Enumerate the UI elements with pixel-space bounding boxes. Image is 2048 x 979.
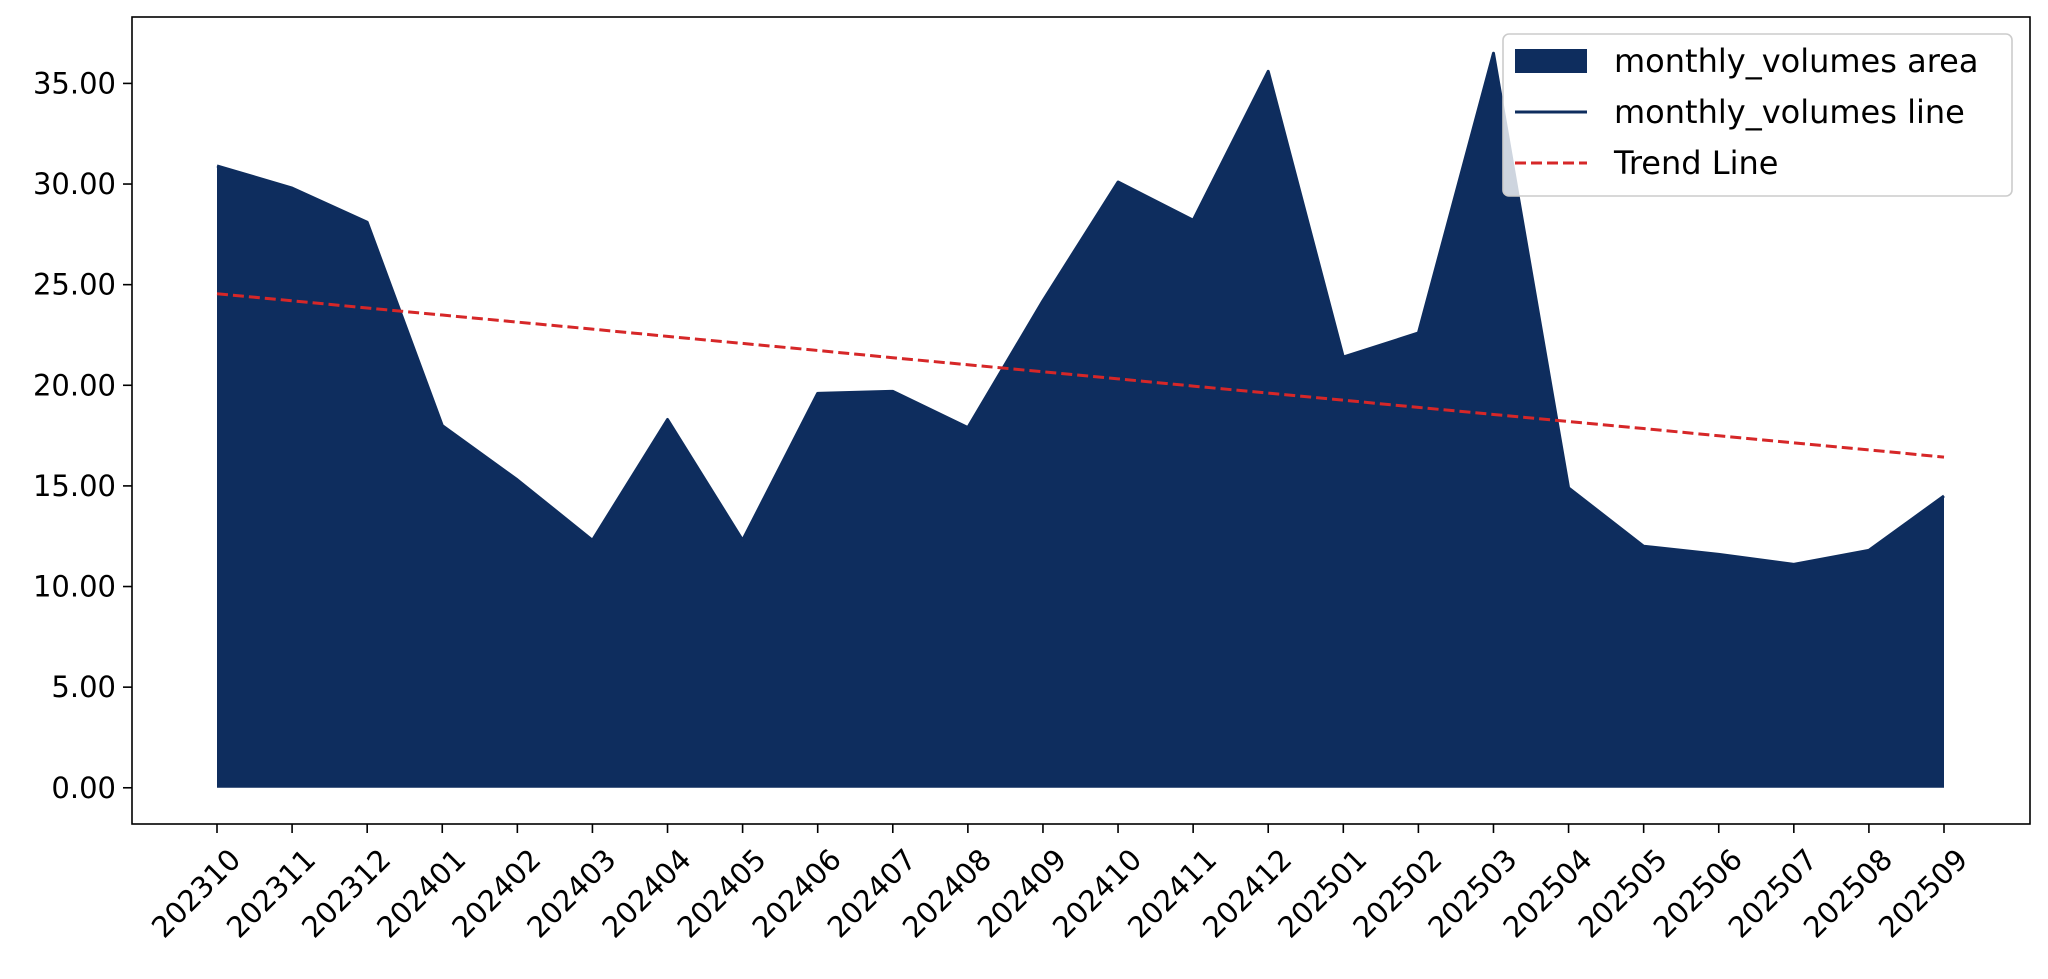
- trend-layer: [216, 292, 1945, 459]
- trend-line: [216, 292, 1945, 459]
- y-tick-label: 5.00: [51, 670, 116, 704]
- legend-label: monthly_volumes line: [1614, 93, 1965, 131]
- y-tick-label: 0.00: [51, 771, 116, 805]
- plot-frame: [131, 16, 2031, 825]
- y-tick-label: 30.00: [33, 167, 116, 201]
- axes: [131, 16, 2031, 825]
- y-tick-label: 35.00: [33, 66, 116, 100]
- y-tick-label: 10.00: [33, 570, 116, 604]
- legend-label: monthly_volumes area: [1614, 42, 1978, 80]
- legend: monthly_volumes area monthly_volumes line…: [1502, 33, 2013, 197]
- y-tick-label: 15.00: [33, 469, 116, 503]
- legend-label: Trend Line: [1613, 144, 1778, 182]
- area-fill-monthly-volumes: [217, 53, 1944, 788]
- y-axis-ticks: 0.00 5.00 10.00 15.00 20.00 25.00 30.00 35.00: [33, 66, 132, 805]
- y-tick-label: 25.00: [33, 268, 116, 302]
- y-tick-label: 20.00: [33, 368, 116, 402]
- series-line-monthly-volumes: [216, 51, 1945, 566]
- legend-swatch-area: [1515, 49, 1587, 73]
- legend-box: [1502, 33, 2013, 197]
- x-axis-ticks: 2023102023112023122024012024022024032024…: [145, 824, 1974, 945]
- line-layer: [216, 51, 1945, 566]
- area-layer: [217, 53, 1944, 788]
